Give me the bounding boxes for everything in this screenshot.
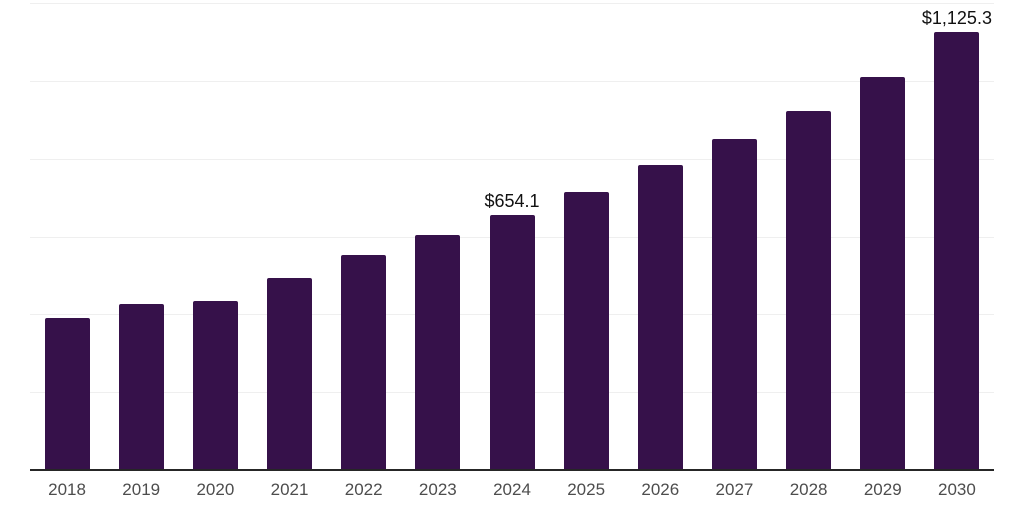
bar-2027 (711, 138, 757, 470)
bar-2019 (118, 303, 164, 470)
bar-2021 (267, 277, 313, 470)
bar-2022 (341, 254, 387, 470)
x-axis-line (30, 469, 994, 471)
x-tick-label: 2021 (270, 480, 309, 499)
bar-2026 (637, 164, 683, 470)
bar-2029 (860, 77, 906, 470)
x-tick-label: 2028 (789, 480, 828, 499)
x-tick-label: 2023 (418, 480, 457, 499)
x-tick-label: 2030 (938, 480, 976, 499)
gridline (30, 3, 994, 4)
x-tick-label: 2026 (641, 480, 680, 499)
bar-2023 (415, 234, 461, 470)
bar-value-label: $654.1 (484, 191, 540, 212)
x-tick-label: 2027 (715, 480, 754, 499)
bar-2018 (44, 317, 90, 470)
bar-2030 (934, 32, 980, 470)
bar-2024 (489, 215, 535, 470)
x-tick-label: 2029 (863, 480, 902, 499)
x-tick-label: 2020 (196, 480, 235, 499)
bar-2028 (786, 110, 832, 470)
x-tick-label: 2025 (567, 480, 606, 499)
x-tick-label: 2022 (344, 480, 383, 499)
bar-value-label: $1,125.3 (921, 8, 992, 29)
gridline (30, 158, 994, 160)
x-tick-label: 2019 (122, 480, 161, 499)
x-tick-label: 2024 (493, 480, 531, 499)
bar-2020 (192, 301, 238, 470)
bar-2025 (563, 192, 609, 470)
gridline (30, 80, 994, 82)
x-tick-label: 2018 (48, 480, 86, 499)
